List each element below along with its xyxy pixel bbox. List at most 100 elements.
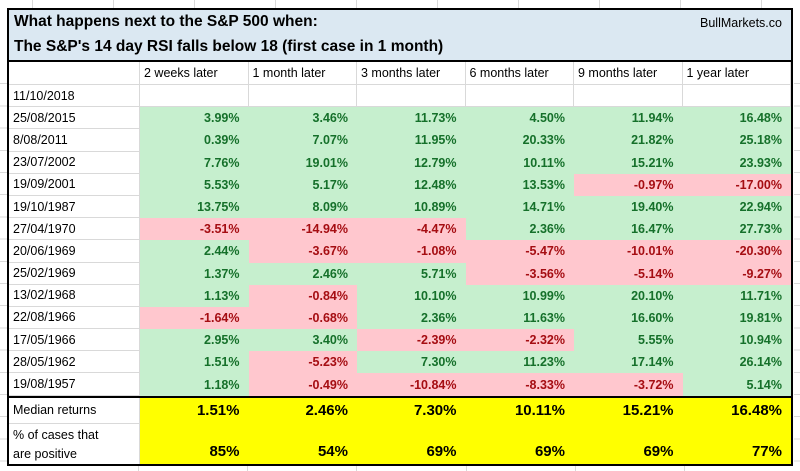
value-cell[interactable]: 13.53% — [465, 173, 574, 196]
value-cell[interactable]: 5.17% — [248, 173, 357, 196]
value-cell[interactable] — [465, 85, 574, 108]
value-cell[interactable]: 14.71% — [465, 195, 574, 219]
value-cell[interactable]: 5.71% — [357, 262, 466, 285]
value-cell[interactable]: -3.67% — [248, 240, 357, 263]
value-cell[interactable]: 2.46% — [248, 262, 357, 285]
median-value-cell[interactable]: 16.48% — [682, 397, 791, 424]
value-cell[interactable]: 3.40% — [248, 329, 357, 352]
value-cell[interactable] — [140, 85, 249, 108]
value-cell[interactable]: 2.95% — [140, 329, 249, 352]
value-cell[interactable]: 7.07% — [248, 129, 357, 152]
date-cell[interactable]: 25/02/1969 — [9, 262, 140, 285]
value-cell[interactable]: 19.01% — [248, 151, 357, 174]
column-header[interactable]: 2 weeks later — [140, 62, 249, 85]
median-value-cell[interactable]: 15.21% — [574, 397, 683, 424]
value-cell[interactable]: 12.48% — [357, 173, 466, 196]
date-cell[interactable]: 22/08/1966 — [9, 306, 140, 330]
value-cell[interactable]: 7.30% — [357, 351, 466, 374]
value-cell[interactable]: -1.08% — [357, 240, 466, 263]
value-cell[interactable]: -5.47% — [465, 240, 574, 263]
value-cell[interactable]: 11.95% — [357, 129, 466, 152]
date-cell[interactable]: 20/06/1969 — [9, 240, 140, 263]
value-cell[interactable]: 17.14% — [574, 351, 683, 374]
value-cell[interactable]: -5.23% — [248, 351, 357, 374]
date-cell[interactable]: 19/09/2001 — [9, 173, 140, 196]
percent-positive-cell[interactable]: 85% — [140, 423, 249, 464]
median-value-cell[interactable]: 1.51% — [140, 397, 249, 424]
value-cell[interactable]: 10.10% — [357, 284, 466, 307]
value-cell[interactable]: 2.36% — [357, 306, 466, 330]
date-cell[interactable]: 11/10/2018 — [9, 85, 140, 108]
value-cell[interactable]: 20.33% — [465, 129, 574, 152]
value-cell[interactable]: 4.50% — [465, 107, 574, 130]
value-cell[interactable]: -10.01% — [574, 240, 683, 263]
value-cell[interactable]: 27.73% — [682, 218, 791, 241]
value-cell[interactable] — [357, 85, 466, 108]
column-header[interactable]: 1 month later — [248, 62, 357, 85]
value-cell[interactable]: 2.44% — [140, 240, 249, 263]
value-cell[interactable]: 1.51% — [140, 351, 249, 374]
value-cell[interactable]: 1.18% — [140, 373, 249, 396]
value-cell[interactable]: -0.97% — [574, 173, 683, 196]
value-cell[interactable]: -3.72% — [574, 373, 683, 396]
value-cell[interactable]: 20.10% — [574, 284, 683, 307]
value-cell[interactable]: 21.82% — [574, 129, 683, 152]
value-cell[interactable]: 10.99% — [465, 284, 574, 307]
value-cell[interactable]: 15.21% — [574, 151, 683, 174]
date-cell[interactable]: 13/02/1968 — [9, 284, 140, 307]
value-cell[interactable]: -20.30% — [682, 240, 791, 263]
column-header[interactable]: 3 months later — [357, 62, 466, 85]
median-value-cell[interactable]: 2.46% — [248, 397, 357, 424]
column-header[interactable]: 9 months later — [574, 62, 683, 85]
value-cell[interactable]: 11.73% — [357, 107, 466, 130]
value-cell[interactable]: -17.00% — [682, 173, 791, 196]
date-cell[interactable]: 17/05/1966 — [9, 329, 140, 352]
value-cell[interactable]: 16.60% — [574, 306, 683, 330]
value-cell[interactable]: 5.14% — [682, 373, 791, 396]
date-cell[interactable]: 27/04/1970 — [9, 218, 140, 241]
value-cell[interactable]: 3.46% — [248, 107, 357, 130]
column-header[interactable]: 1 year later — [682, 62, 791, 85]
value-cell[interactable]: -0.84% — [248, 284, 357, 307]
value-cell[interactable]: -0.68% — [248, 306, 357, 330]
value-cell[interactable]: 12.79% — [357, 151, 466, 174]
value-cell[interactable]: 11.94% — [574, 107, 683, 130]
value-cell[interactable]: -1.64% — [140, 306, 249, 330]
value-cell[interactable]: -2.32% — [465, 329, 574, 352]
date-cell[interactable]: 19/10/1987 — [9, 195, 140, 219]
value-cell[interactable]: 16.48% — [682, 107, 791, 130]
value-cell[interactable] — [682, 85, 791, 108]
value-cell[interactable]: 1.37% — [140, 262, 249, 285]
corner-cell[interactable] — [9, 62, 140, 85]
value-cell[interactable]: 8.09% — [248, 195, 357, 219]
column-header[interactable]: 6 months later — [465, 62, 574, 85]
value-cell[interactable]: 11.63% — [465, 306, 574, 330]
value-cell[interactable]: 10.94% — [682, 329, 791, 352]
value-cell[interactable]: -5.14% — [574, 262, 683, 285]
percent-positive-label[interactable]: % of cases that are positive — [9, 423, 140, 464]
date-cell[interactable]: 28/05/1962 — [9, 351, 140, 374]
percent-positive-cell[interactable]: 77% — [682, 423, 791, 464]
percent-positive-cell[interactable]: 69% — [357, 423, 466, 464]
value-cell[interactable]: 16.47% — [574, 218, 683, 241]
value-cell[interactable]: 10.89% — [357, 195, 466, 219]
value-cell[interactable] — [574, 85, 683, 108]
value-cell[interactable]: -14.94% — [248, 218, 357, 241]
value-cell[interactable]: 11.71% — [682, 284, 791, 307]
value-cell[interactable]: 19.81% — [682, 306, 791, 330]
date-cell[interactable]: 25/08/2015 — [9, 107, 140, 130]
percent-positive-cell[interactable]: 54% — [248, 423, 357, 464]
value-cell[interactable]: 7.76% — [140, 151, 249, 174]
value-cell[interactable]: 1.13% — [140, 284, 249, 307]
median-value-cell[interactable]: 10.11% — [465, 397, 574, 424]
value-cell[interactable] — [248, 85, 357, 108]
value-cell[interactable]: -4.47% — [357, 218, 466, 241]
date-cell[interactable]: 23/07/2002 — [9, 151, 140, 174]
value-cell[interactable]: 23.93% — [682, 151, 791, 174]
value-cell[interactable]: 0.39% — [140, 129, 249, 152]
median-value-cell[interactable]: 7.30% — [357, 397, 466, 424]
value-cell[interactable]: 11.23% — [465, 351, 574, 374]
percent-positive-cell[interactable]: 69% — [465, 423, 574, 464]
value-cell[interactable]: -10.84% — [357, 373, 466, 396]
value-cell[interactable]: 5.53% — [140, 173, 249, 196]
